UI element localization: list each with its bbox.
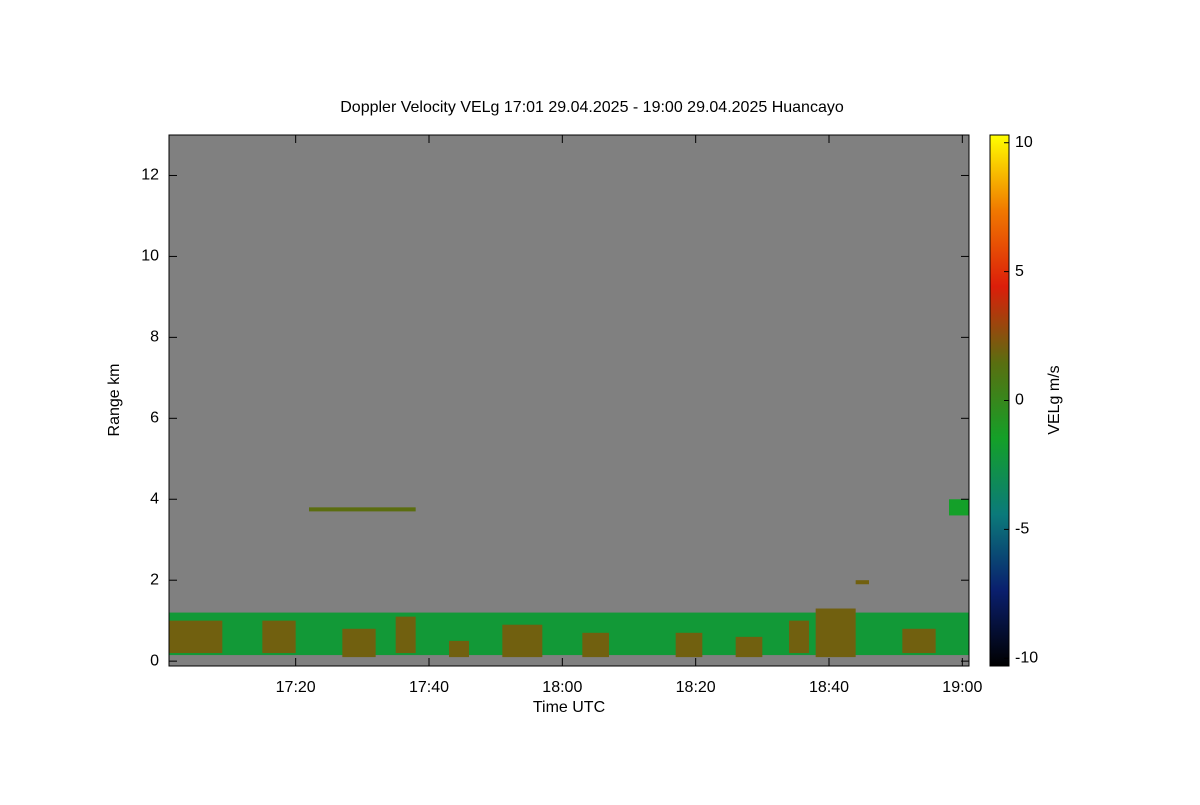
chart-title: Doppler Velocity VELg 17:01 29.04.2025 -…: [340, 99, 844, 116]
y-tick-label: 8: [150, 329, 159, 346]
colorbar-tick-label: -5: [1015, 521, 1029, 538]
echo-cell: [502, 624, 543, 658]
y-tick-label: 12: [141, 167, 159, 184]
echo-cell: [395, 616, 416, 654]
echo-cell: [902, 628, 936, 654]
echo-cell: [582, 632, 609, 658]
plot-area: [169, 135, 969, 666]
x-tick-label: 18:40: [809, 679, 849, 696]
echo-cell: [342, 628, 376, 658]
echo-cell: [789, 620, 809, 654]
x-tick-label: 17:20: [276, 679, 316, 696]
y-tick-label: 6: [150, 410, 159, 427]
echo-cell: [169, 620, 223, 654]
echo-cell: [309, 507, 416, 512]
colorbar-label: VELg m/s: [1046, 365, 1063, 434]
x-axis-label: Time UTC: [533, 699, 605, 716]
y-tick-label: 0: [150, 652, 159, 669]
colorbar-tick-label: 5: [1015, 263, 1024, 280]
colorbar-tick-label: 0: [1015, 392, 1024, 409]
echo-cell: [262, 620, 296, 654]
x-tick-label: 17:40: [409, 679, 449, 696]
y-tick-label: 2: [150, 571, 159, 588]
colorbar-tick-label: -10: [1015, 649, 1038, 666]
echo-cell: [735, 636, 763, 658]
y-tick-label: 4: [150, 490, 159, 507]
x-tick-label: 18:00: [542, 679, 582, 696]
y-axis-label: Range km: [106, 364, 123, 437]
plot-frame: [168, 134, 970, 667]
y-tick-label: 10: [141, 248, 159, 265]
x-tick-label: 18:20: [676, 679, 716, 696]
echo-cell: [675, 632, 703, 658]
echo-cell: [815, 608, 856, 658]
colorbar-tick-label: 10: [1015, 134, 1033, 151]
x-tick-label: 19:00: [942, 679, 982, 696]
echo-cell: [949, 499, 969, 516]
echo-cell: [855, 580, 869, 585]
echo-cell: [449, 640, 469, 658]
